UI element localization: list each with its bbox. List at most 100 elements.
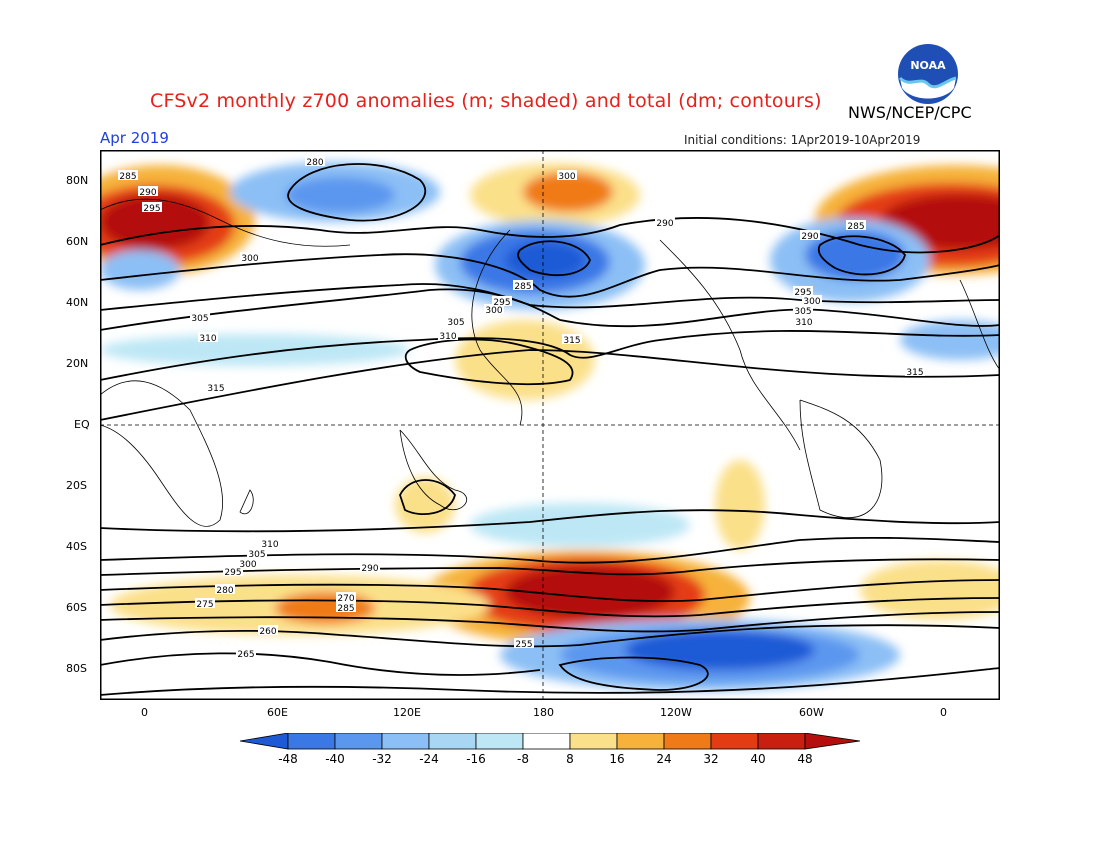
svg-text:285: 285 [337,604,354,614]
contour-label: 275 [195,598,215,610]
svg-text:295: 295 [224,568,241,578]
svg-text:265: 265 [237,650,254,660]
svg-text:290: 290 [361,564,378,574]
colorbar-label: -16 [466,752,486,766]
contour-label: 280 [215,584,235,596]
contour-label: 310 [260,538,280,550]
map-frame [100,150,1000,700]
svg-text:305: 305 [248,550,265,560]
lat-label-20s: 20S [66,479,87,492]
svg-text:270: 270 [337,594,354,604]
contour-label: 290 [655,217,675,229]
lat-label-20n: 20N [66,357,89,370]
contour-label: 260 [258,625,278,637]
coastlines [100,198,1000,527]
lat-label-40s: 40S [66,540,87,553]
svg-text:300: 300 [485,306,502,316]
colorbar-label: 32 [703,752,718,766]
lat-label-80s: 80S [66,662,87,675]
contour-label: 310 [198,332,218,344]
colorbar-label: 48 [797,752,812,766]
contour-label: 315 [562,334,582,346]
svg-text:305: 305 [191,314,208,324]
contour-label: 285 [118,170,138,182]
svg-text:290: 290 [801,232,818,242]
agency-label: NWS/NCEP/CPC [848,103,972,122]
svg-text:255: 255 [515,640,532,650]
lon-label-0: 0 [141,706,148,719]
lat-label-40n: 40N [66,296,89,309]
colorbar-label: 16 [609,752,624,766]
svg-text:310: 310 [795,318,812,328]
lon-label-0-east: 0 [940,706,947,719]
period-label: Apr 2019 [100,129,169,147]
contour-label: 290 [138,186,158,198]
contour-label: 290 [800,230,820,242]
contour-label: 300 [802,295,822,307]
svg-text:295: 295 [143,204,160,214]
lon-label-60e: 60E [267,706,288,719]
contour-label: 255 [514,638,534,650]
colorbar-label: -32 [372,752,392,766]
anomaly-map: 280 285 290 295 300 305 310 315 290 300 … [100,150,1000,700]
svg-text:300: 300 [803,297,820,307]
svg-text:305: 305 [794,307,811,317]
colorbar: -48 -40 -32 -24 -16 -8 8 16 24 32 40 48 [240,733,861,766]
contour-label: 285 [846,220,866,232]
contour-label: 285 [513,280,533,292]
anomaly-shading [100,162,1000,691]
contour-label: 310 [438,330,458,342]
contour-label: 295 [223,566,243,578]
lon-label-120e: 120E [393,706,421,719]
colorbar-label: 40 [750,752,765,766]
svg-text:295: 295 [794,288,811,298]
contour-label: 300 [557,170,577,182]
svg-text:315: 315 [207,384,224,394]
contour-label: 300 [240,252,260,264]
contour-label: 305 [190,312,210,324]
colorbar-label: -40 [325,752,345,766]
initial-conditions-label: Initial conditions: 1Apr2019-10Apr2019 [684,133,921,147]
contour-label: 280 [305,156,325,168]
lat-label-80n: 80N [66,174,89,187]
svg-text:285: 285 [119,172,136,182]
contour-label: 305 [446,316,466,328]
svg-text:290: 290 [656,219,673,229]
colorbar-label: 8 [566,752,574,766]
noaa-logo-text: NOAA [910,59,946,72]
svg-text:280: 280 [306,158,323,168]
svg-text:285: 285 [847,222,864,232]
svg-text:310: 310 [199,334,216,344]
contour-label: 300 [238,558,258,570]
contour-label: 270 [336,592,356,604]
lon-label-120w: 120W [660,706,692,719]
colorbar-label: 24 [656,752,671,766]
contour-label: 295 [142,202,162,214]
svg-text:300: 300 [239,560,256,570]
svg-text:310: 310 [261,540,278,550]
lat-label-60n: 60N [66,235,89,248]
colorbar-label: -8 [517,752,529,766]
contour-label: 295 [793,286,813,298]
contour-label: 305 [247,548,267,560]
colorbar-label: -48 [278,752,298,766]
contour-label: 300 [484,304,504,316]
noaa-logo: NOAA [898,44,958,104]
contour-label: 290 [360,562,380,574]
contour-label: 265 [236,648,256,660]
svg-text:260: 260 [259,627,276,637]
svg-text:295: 295 [493,298,510,308]
lon-label-60w: 60W [799,706,824,719]
svg-text:315: 315 [906,368,923,378]
colorbar-label: -24 [419,752,439,766]
svg-text:290: 290 [139,188,156,198]
contour-label: 305 [793,305,813,317]
svg-text:310: 310 [439,332,456,342]
lat-label-eq: EQ [74,418,90,431]
svg-text:315: 315 [563,336,580,346]
contour-label: 295 [492,296,512,308]
contour-label: 315 [206,382,226,394]
contour-label: 310 [794,316,814,328]
svg-text:285: 285 [514,282,531,292]
lat-label-60s: 60S [66,601,87,614]
